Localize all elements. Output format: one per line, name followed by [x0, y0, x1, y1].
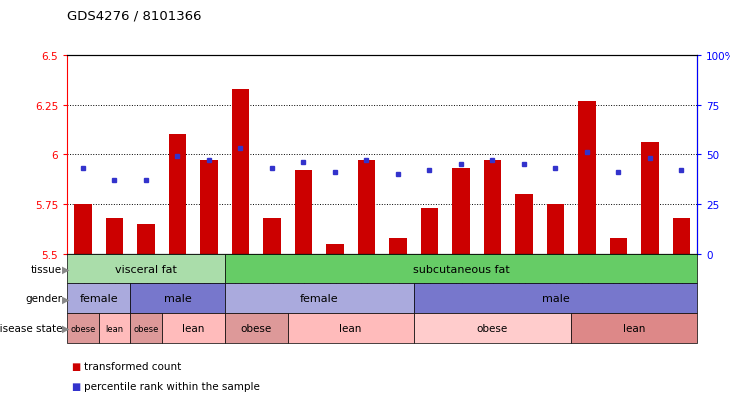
Bar — [515, 195, 533, 254]
Text: obese: obese — [70, 324, 96, 333]
Bar — [578, 101, 596, 254]
Text: obese: obese — [240, 323, 272, 333]
Bar — [74, 204, 91, 254]
Bar — [453, 169, 469, 254]
Bar — [484, 161, 501, 254]
Text: ■: ■ — [71, 381, 80, 391]
Text: subcutaneous fat: subcutaneous fat — [412, 264, 510, 274]
Text: lean: lean — [105, 324, 123, 333]
Bar — [610, 238, 627, 254]
Text: male: male — [164, 294, 191, 304]
Text: lean: lean — [339, 323, 362, 333]
Bar — [295, 171, 312, 254]
Bar — [137, 224, 155, 254]
Text: ▶: ▶ — [62, 323, 69, 333]
Bar — [231, 90, 249, 254]
Bar — [641, 143, 658, 254]
Text: male: male — [542, 294, 569, 304]
Text: female: female — [80, 294, 118, 304]
Bar — [326, 244, 344, 254]
Text: percentile rank within the sample: percentile rank within the sample — [84, 381, 260, 391]
Bar — [200, 161, 218, 254]
Text: GDS4276 / 8101366: GDS4276 / 8101366 — [67, 10, 201, 23]
Text: tissue: tissue — [31, 264, 62, 274]
Bar — [169, 135, 186, 254]
Bar — [547, 204, 564, 254]
Text: obese: obese — [133, 324, 158, 333]
Text: ■: ■ — [71, 361, 80, 371]
Text: ▶: ▶ — [62, 294, 69, 304]
Bar — [264, 218, 280, 254]
Bar — [106, 218, 123, 254]
Text: gender: gender — [25, 294, 62, 304]
Text: lean: lean — [623, 323, 645, 333]
Text: ▶: ▶ — [62, 264, 69, 274]
Text: obese: obese — [477, 323, 508, 333]
Bar — [389, 238, 407, 254]
Bar — [673, 218, 690, 254]
Text: visceral fat: visceral fat — [115, 264, 177, 274]
Bar — [420, 209, 438, 254]
Text: transformed count: transformed count — [84, 361, 181, 371]
Bar — [358, 161, 375, 254]
Text: female: female — [300, 294, 339, 304]
Text: disease state: disease state — [0, 323, 62, 333]
Text: lean: lean — [182, 323, 204, 333]
